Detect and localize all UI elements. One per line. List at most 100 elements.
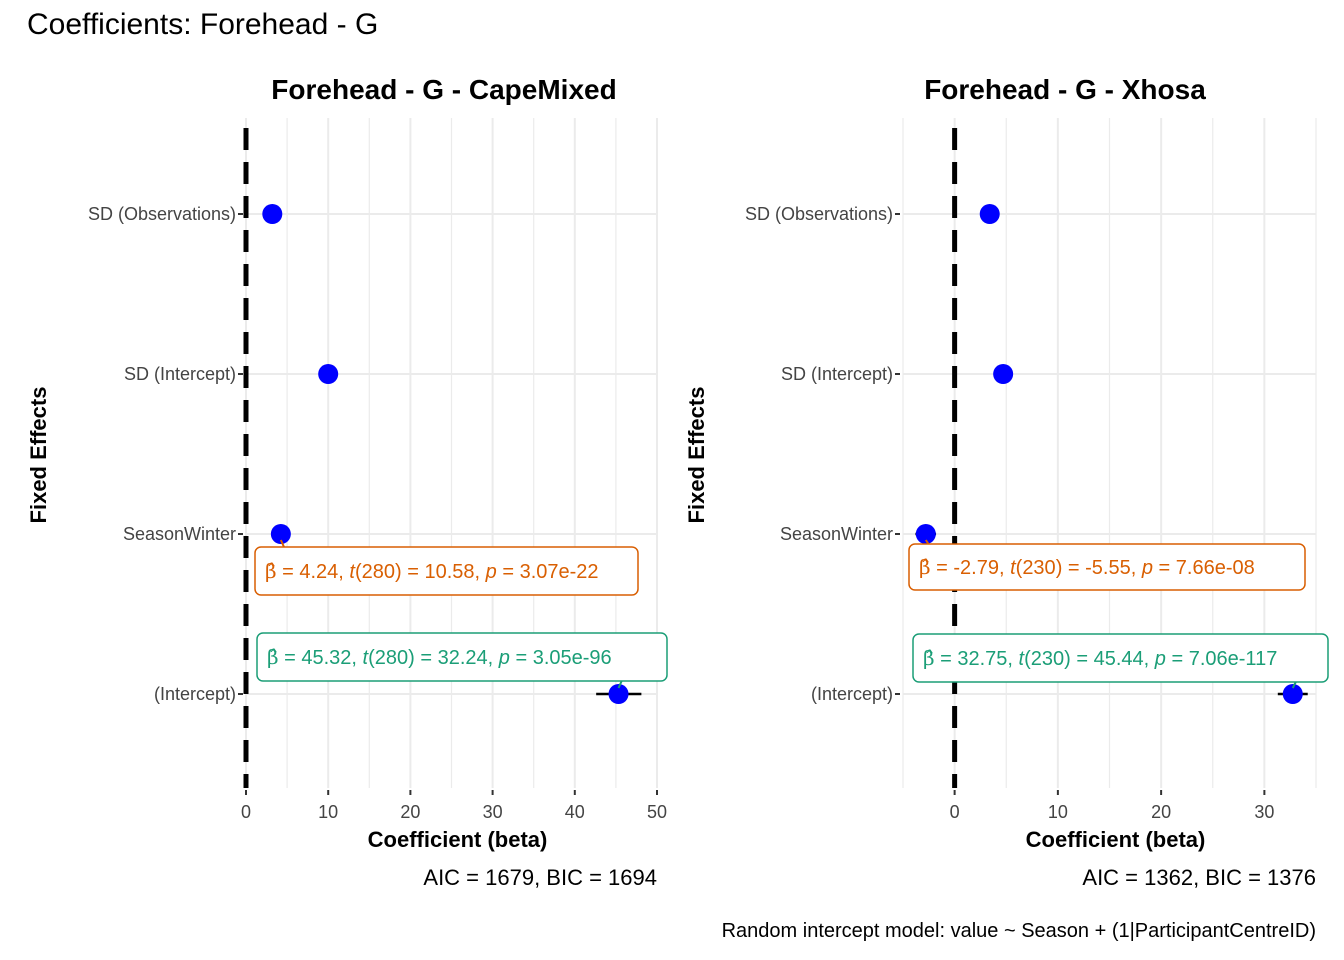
y-tick-label: SeasonWinter <box>123 524 236 544</box>
estimate-label: β̂ = 45.32, t(280) = 32.24, p = 3.05e-96 <box>267 645 612 669</box>
df-value: 280 <box>375 647 408 669</box>
separator: , <box>1007 648 1018 670</box>
x-axis-title: Coefficient (beta) <box>368 827 548 852</box>
beta-value: 4.24 <box>299 561 338 583</box>
estimate-label-box <box>254 546 639 596</box>
figure-title: Coefficients: Forehead - G <box>27 8 379 41</box>
beta-value: -2.79 <box>953 557 999 579</box>
y-tick-label: (Intercept) <box>154 684 236 704</box>
grid-lines <box>902 118 1317 788</box>
separator: , <box>475 561 486 583</box>
t-symbol: t <box>1019 648 1026 670</box>
x-tick-label: 20 <box>400 802 420 822</box>
y-axis-title: Fixed Effects <box>26 387 51 524</box>
paren: ) = <box>408 647 437 669</box>
y-tick-label: SD (Observations) <box>88 204 236 224</box>
estimate-label-box <box>912 633 1329 683</box>
equals-sign: = <box>931 557 954 579</box>
t-value: 10.58 <box>424 561 474 583</box>
equals-sign: = <box>935 648 958 670</box>
estimate-point <box>318 364 339 384</box>
estimate-label-box <box>908 543 1306 591</box>
df-value: 280 <box>362 561 395 583</box>
x-tick-label: 0 <box>950 802 960 822</box>
paren: ) = <box>1056 557 1085 579</box>
y-tick-label: SD (Intercept) <box>124 364 236 384</box>
paren: ( <box>1024 648 1031 670</box>
beta-hat-symbol: β̂ <box>265 559 277 583</box>
model-caption: Random intercept model: value ~ Season +… <box>721 920 1316 942</box>
beta-value: 45.32 <box>301 647 351 669</box>
beta-value: 32.75 <box>957 648 1007 670</box>
equals-sign: = <box>510 647 533 669</box>
separator: , <box>488 647 499 669</box>
estimate-label: β̂ = -2.79, t(230) = -5.55, p = 7.66e-08 <box>919 555 1255 579</box>
panel-data-layer: β̂ = 4.24, t(280) = 10.58, p = 3.07e-22β… <box>254 204 668 704</box>
estimate-point <box>993 364 1014 384</box>
paren: ( <box>355 561 362 583</box>
y-tick-label: (Intercept) <box>811 684 893 704</box>
equals-sign: = <box>497 561 520 583</box>
t-symbol: t <box>349 561 356 583</box>
x-axis-title: Coefficient (beta) <box>1026 827 1206 852</box>
estimate-label-box <box>256 632 668 682</box>
p-symbol: p <box>498 647 510 669</box>
t-value: -5.55 <box>1085 557 1131 579</box>
paren: ) = <box>1064 648 1093 670</box>
x-tick-label: 10 <box>318 802 338 822</box>
estimate-label: β̂ = 32.75, t(230) = 45.44, p = 7.06e-11… <box>923 646 1277 670</box>
equals-sign: = <box>1153 557 1176 579</box>
p-symbol: p <box>1154 648 1166 670</box>
separator: , <box>1131 557 1142 579</box>
panel-1: Forehead - G - CapeMixed SD (Observations… <box>26 74 668 890</box>
panel-data-layer: β̂ = -2.79, t(230) = -5.55, p = 7.66e-08… <box>908 204 1329 704</box>
paren: ( <box>368 647 375 669</box>
x-tick-label: 30 <box>483 802 503 822</box>
x-tick-label: 20 <box>1151 802 1171 822</box>
y-axis-title: Fixed Effects <box>684 387 709 524</box>
estimate-point <box>1282 684 1303 704</box>
t-symbol: t <box>1010 557 1017 579</box>
estimate-label: β̂ = 4.24, t(280) = 10.58, p = 3.07e-22 <box>265 559 599 583</box>
t-value: 32.24 <box>438 647 488 669</box>
x-tick-label: 50 <box>647 802 667 822</box>
p-symbol: p <box>1141 557 1153 579</box>
df-value: 230 <box>1031 648 1064 670</box>
x-tick-label: 10 <box>1048 802 1068 822</box>
separator: , <box>338 561 349 583</box>
estimate-point <box>270 524 291 544</box>
y-tick-label: SeasonWinter <box>780 524 893 544</box>
equals-sign: = <box>279 647 302 669</box>
t-symbol: t <box>363 647 370 669</box>
separator: , <box>1144 648 1155 670</box>
y-tick-label: SD (Observations) <box>745 204 893 224</box>
panel-title: Forehead - G - CapeMixed <box>271 74 616 105</box>
beta-hat-symbol: β̂ <box>267 645 279 669</box>
estimate-point <box>608 684 629 704</box>
estimate-point <box>915 524 936 544</box>
equals-sign: = <box>277 561 300 583</box>
p-value: 7.66e-08 <box>1176 557 1255 579</box>
grid-lines <box>245 118 658 788</box>
t-value: 45.44 <box>1094 648 1144 670</box>
paren: ( <box>1016 557 1023 579</box>
df-value: 230 <box>1022 557 1055 579</box>
panel-2: Forehead - G - Xhosa SD (Observations) SD … <box>684 74 1329 890</box>
equals-sign: = <box>1166 648 1189 670</box>
estimate-point <box>979 204 1000 224</box>
panel-title: Forehead - G - Xhosa <box>924 74 1206 105</box>
paren: ) = <box>395 561 424 583</box>
p-symbol: p <box>485 561 497 583</box>
beta-hat-symbol: β̂ <box>919 555 931 579</box>
estimate-point <box>262 204 283 224</box>
fit-statistics: AIC = 1679, BIC = 1694 <box>423 865 657 890</box>
beta-hat-symbol: β̂ <box>923 646 935 670</box>
separator: , <box>999 557 1010 579</box>
p-value: 3.05e-96 <box>533 647 612 669</box>
x-tick-label: 0 <box>241 802 251 822</box>
fit-statistics: AIC = 1362, BIC = 1376 <box>1082 865 1316 890</box>
y-tick-label: SD (Intercept) <box>781 364 893 384</box>
x-tick-label: 40 <box>565 802 585 822</box>
x-tick-label: 30 <box>1254 802 1274 822</box>
